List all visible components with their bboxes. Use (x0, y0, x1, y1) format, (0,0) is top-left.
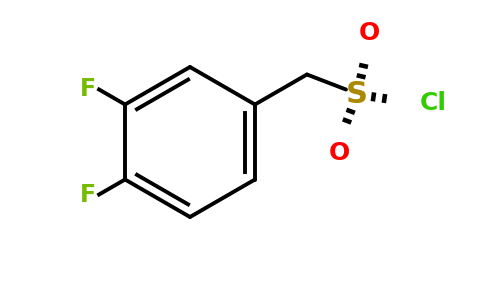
Text: O: O (328, 140, 349, 164)
Text: F: F (80, 182, 96, 206)
Text: S: S (346, 80, 368, 109)
Text: F: F (80, 77, 96, 101)
Text: Cl: Cl (420, 91, 447, 115)
Text: O: O (358, 20, 379, 44)
